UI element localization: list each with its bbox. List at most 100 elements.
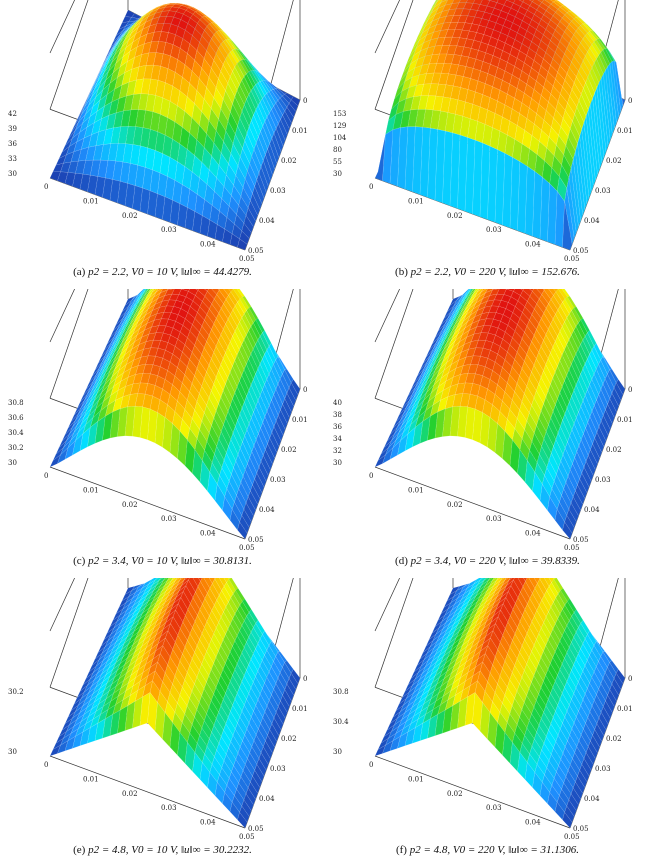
caption-label: (e) xyxy=(73,844,86,856)
x-tick-label: 0.03 xyxy=(486,804,502,812)
surface-patch xyxy=(489,0,499,3)
box-edge xyxy=(374,578,400,632)
caption-label: (a) xyxy=(73,266,86,278)
x-tick-label: 0.01 xyxy=(83,486,99,494)
x-tick-label: 0.02 xyxy=(447,790,463,798)
surface-patch xyxy=(583,116,594,193)
surface-patch xyxy=(214,578,216,580)
surface-patch xyxy=(562,521,573,540)
surface-patch xyxy=(583,752,594,771)
z-tick-label: 40 xyxy=(333,399,342,407)
surface-patch xyxy=(480,578,484,581)
surface-patch xyxy=(237,238,248,251)
surface-patch xyxy=(588,104,598,181)
surface-patch xyxy=(566,799,577,817)
surface-patch xyxy=(601,706,611,725)
z-tick-label: 30.4 xyxy=(333,718,349,726)
z-tick-label: 38 xyxy=(333,411,342,419)
surface-patch xyxy=(464,289,472,297)
surface-plot-panel-a: 0 0.01 0.02 0.03 0.04 0.05 0 0.01 0.02 0.03 0.04 0.… xyxy=(0,0,325,289)
surface-patch xyxy=(245,496,256,517)
x-tick-label: 0 xyxy=(44,761,48,769)
surface-plot-f: 0 0.01 0.02 0.03 0.04 0.05 0 0.01 0.02 0.03 0.04 0.… xyxy=(333,578,633,840)
surface-mesh xyxy=(49,289,301,540)
caption-text: p2 = 3.4, V0 = 10 V, ‖u‖∞ = 30.8131. xyxy=(88,555,252,567)
surface-patch xyxy=(155,578,159,581)
surface-patch xyxy=(148,578,157,585)
surface-patch xyxy=(237,811,248,829)
surface-patch xyxy=(471,289,475,292)
surface-patch xyxy=(488,578,493,581)
surface-patch xyxy=(611,60,621,118)
surface-patch xyxy=(256,466,267,488)
surface-patch xyxy=(539,578,541,580)
z-tick-label: 34 xyxy=(333,435,342,443)
surface-plot-panel-e: 0 0.01 0.02 0.03 0.04 0.05 0 0.01 0.02 0.03 0.04 0.… xyxy=(0,578,325,867)
surface-patch xyxy=(581,466,592,488)
surface-patch xyxy=(477,289,482,293)
y-tick-label: 0.04 xyxy=(584,506,600,514)
surface-patch xyxy=(564,188,575,245)
box-edge xyxy=(49,466,246,540)
z-tick-label: 33 xyxy=(8,155,17,163)
surface-plot-panel-b: 0 0.01 0.02 0.03 0.04 0.05 0 0.01 0.02 0.03 0.04 0.… xyxy=(325,0,650,289)
surface-patch xyxy=(577,478,588,499)
surface-patch xyxy=(258,752,269,771)
y-tick-label: 0.05 xyxy=(248,247,264,255)
surface-patch xyxy=(496,578,501,581)
surface-patch xyxy=(487,0,491,1)
surface-patch xyxy=(506,578,515,586)
y-tick-label: 0 xyxy=(628,386,632,394)
surface-patch xyxy=(179,578,183,581)
surface-patch xyxy=(500,578,505,581)
y-tick-label: 0.03 xyxy=(595,476,611,484)
surface-patch xyxy=(271,717,282,737)
box-edge xyxy=(374,0,400,54)
x-tick-label: 0.01 xyxy=(408,486,424,494)
surface-patch xyxy=(254,472,265,494)
z-tick-label: 36 xyxy=(333,423,342,431)
surface-patch xyxy=(271,426,282,448)
surface-plot-d: 0 0.01 0.02 0.03 0.04 0.05 0 0.01 0.02 0.03 0.04 0.… xyxy=(333,289,633,551)
panel-caption-f: (f) p2 = 4.8, V0 = 220 V, ‖u‖∞ = 31.1306… xyxy=(325,844,650,856)
surface-patch xyxy=(585,455,596,476)
x-tick-label: 0 xyxy=(369,761,373,769)
y-tick-label: 0.05 xyxy=(573,536,589,544)
surface-mesh xyxy=(49,3,301,251)
surface-patch xyxy=(258,166,269,193)
z-tick-label: 30.2 xyxy=(8,688,24,696)
surface-patch xyxy=(484,578,488,581)
surface-patch xyxy=(163,578,168,581)
surface-patch xyxy=(271,132,282,159)
surface-patch xyxy=(477,578,486,585)
caption-text: p2 = 2.2, V0 = 10 V, ‖u‖∞ = 44.4279. xyxy=(88,266,252,278)
y-tick-label: 0.05 xyxy=(573,247,589,255)
z-tick-label: 80 xyxy=(333,146,342,154)
y-tick-label: 0.01 xyxy=(292,705,308,713)
surface-patch xyxy=(596,426,607,448)
surface-patch xyxy=(280,114,290,135)
surface-patch xyxy=(183,578,188,581)
surface-patch xyxy=(241,508,252,528)
surface-patch xyxy=(433,0,443,8)
y-tick-label: 0.04 xyxy=(259,506,275,514)
surface-patch xyxy=(156,289,162,293)
surface-patch xyxy=(159,578,163,581)
y-tick-label: 0.05 xyxy=(248,825,264,833)
box-edge xyxy=(49,289,89,399)
surface-patch xyxy=(611,678,621,696)
x-tick-label: 0.05 xyxy=(239,833,255,840)
surface-patch xyxy=(523,578,528,582)
surface-patch xyxy=(227,578,232,580)
x-tick-label: 0.01 xyxy=(408,197,424,205)
z-tick-label: 104 xyxy=(333,134,347,142)
surface-mesh xyxy=(374,289,626,540)
surface-patch xyxy=(566,177,577,239)
x-tick-label: 0.02 xyxy=(447,212,463,220)
surface-patch xyxy=(575,775,585,794)
surface-patch xyxy=(258,460,269,482)
surface-patch xyxy=(508,578,513,581)
surface-patch xyxy=(466,289,471,293)
surface-patch xyxy=(181,578,190,586)
y-tick-label: 0.04 xyxy=(584,795,600,803)
